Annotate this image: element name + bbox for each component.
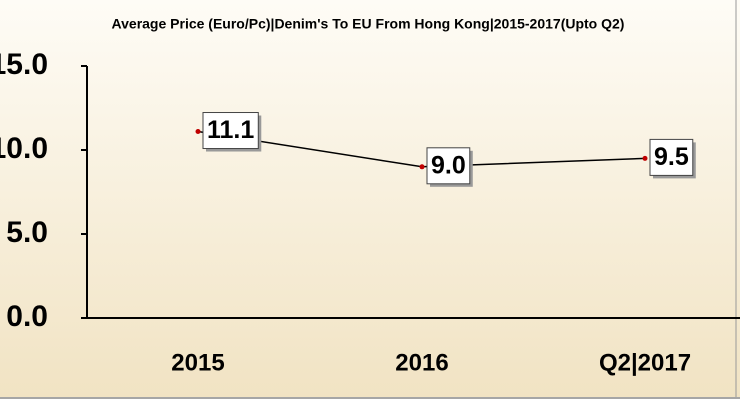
y-tick-label: 10.0 — [0, 132, 48, 165]
x-tick-label: Q2|2017 — [599, 349, 691, 376]
x-tick-label: 2015 — [171, 349, 224, 376]
y-tick-label: 0.0 — [6, 300, 48, 333]
chart-title: Average Price (Euro/Pc)|Denim's To EU Fr… — [112, 16, 625, 32]
data-point — [195, 129, 201, 135]
data-label: 9.0 — [431, 151, 466, 179]
label-box — [426, 147, 471, 185]
y-tick-label: 5.0 — [6, 216, 48, 249]
data-point — [419, 164, 425, 170]
x-tick-label: 2016 — [395, 349, 448, 376]
data-label: 11.1 — [207, 116, 254, 144]
y-tick-label: 15.0 — [0, 48, 48, 81]
label-box — [202, 112, 259, 150]
data-label: 9.5 — [654, 143, 689, 171]
data-point — [642, 155, 648, 161]
label-box — [649, 138, 694, 176]
